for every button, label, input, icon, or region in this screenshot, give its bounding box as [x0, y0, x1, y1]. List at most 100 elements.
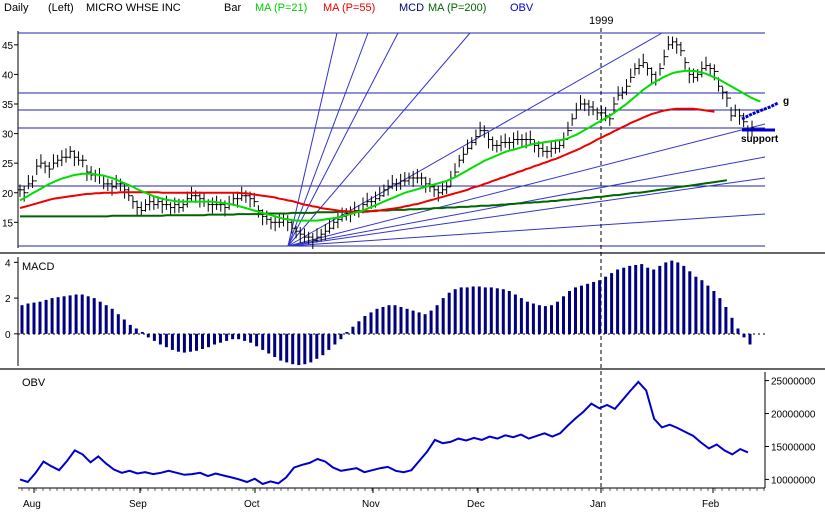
- macd-bar: [501, 289, 505, 334]
- macd-bar: [20, 305, 24, 334]
- macd-y-ticks: 0 2 4: [5, 258, 18, 341]
- price-y-tick-label: 20: [2, 189, 14, 200]
- macd-bar: [694, 276, 698, 334]
- macd-bar: [182, 333, 186, 353]
- period-label: Daily: [4, 2, 29, 14]
- macd-bar: [423, 314, 427, 334]
- gann-fan-line: [287, 156, 766, 247]
- macd-bar: [225, 333, 229, 341]
- macd-bar: [495, 288, 499, 334]
- macd-bar: [297, 333, 301, 366]
- gann-fan-line: [287, 177, 766, 247]
- macd-bar: [309, 333, 313, 363]
- x-tick-label: Nov: [362, 499, 380, 510]
- price-y-tick-label: 35: [2, 100, 14, 111]
- macd-bar: [285, 333, 289, 363]
- macd-bar: [189, 333, 192, 352]
- macd-bar: [562, 296, 565, 334]
- g-label: g: [783, 96, 789, 107]
- macd-bar: [706, 285, 710, 334]
- macd-bar: [255, 333, 259, 347]
- macd-bar: [80, 294, 84, 334]
- macd-bar: [688, 271, 692, 334]
- ma55-line: [19, 107, 715, 213]
- gann-fan-line: [287, 32, 338, 247]
- macd-bar: [465, 287, 469, 334]
- macd-bar: [447, 292, 451, 334]
- macd-bar: [646, 267, 650, 334]
- macd-bar: [676, 262, 680, 334]
- price-y-tick-label: 45: [2, 41, 14, 52]
- macd-bar: [68, 295, 72, 334]
- ma200-legend: MA (P=200): [428, 2, 486, 14]
- macd-bar: [339, 333, 343, 340]
- macd-bar: [176, 333, 180, 352]
- macd-bar: [170, 333, 174, 350]
- x-tick-label: Sep: [129, 499, 147, 510]
- macd-bar: [110, 308, 114, 334]
- macd-bar: [405, 308, 409, 334]
- macd-bar: [369, 312, 373, 334]
- macd-bar: [598, 280, 602, 334]
- macd-bar: [357, 321, 361, 334]
- macd-title: MACD: [22, 261, 54, 273]
- macd-bar: [321, 333, 325, 356]
- macd-bar: [32, 302, 36, 334]
- macd-y-tick-label: 4: [5, 258, 11, 269]
- macd-bar: [375, 308, 379, 334]
- x-tick-label: Jan: [590, 499, 606, 510]
- price-y-tick-label: 30: [2, 130, 14, 141]
- macd-bar: [489, 287, 493, 334]
- macd-bar: [411, 310, 415, 334]
- obv-y-tick-label: 15000000: [771, 442, 816, 453]
- chart-header: Daily (Left) MICRO WHSE INC Bar MA (P=21…: [4, 2, 613, 27]
- macd-bar: [152, 333, 156, 341]
- macd-bar: [363, 316, 367, 334]
- macd-bar: [158, 333, 162, 345]
- horizontal-levels: [18, 32, 765, 247]
- macd-bar: [104, 305, 108, 334]
- macd-bar: [273, 333, 277, 357]
- macd-bar: [116, 314, 120, 334]
- macd-bar: [441, 298, 445, 334]
- macd-bar: [44, 299, 48, 334]
- macd-bar: [315, 333, 319, 359]
- macd-bar: [459, 287, 463, 334]
- gann-fan-line: [287, 32, 663, 247]
- macd-bar: [574, 287, 577, 334]
- macd-bar: [592, 282, 596, 334]
- macd-bar: [146, 333, 150, 338]
- macd-bar: [652, 269, 656, 334]
- macd-bar: [128, 324, 132, 334]
- macd-bar: [267, 333, 271, 354]
- ma21-line: [19, 69, 761, 222]
- macd-bar: [399, 307, 403, 334]
- macd-bar: [417, 312, 421, 334]
- price-bars: [18, 35, 754, 249]
- macd-bar: [92, 298, 96, 334]
- macd-bar: [207, 333, 210, 348]
- macd-bar: [568, 291, 571, 334]
- macd-bar: [682, 265, 686, 334]
- macd-bar: [586, 283, 590, 334]
- macd-bar: [507, 291, 511, 334]
- macd-bar: [453, 289, 457, 334]
- macd-bar: [664, 262, 668, 334]
- year-marker: 1999: [589, 15, 613, 27]
- macd-bar: [670, 260, 674, 334]
- security-title: MICRO WHSE INC: [86, 2, 181, 14]
- x-tick-label: Feb: [702, 499, 720, 510]
- macd-bar: [50, 298, 54, 334]
- macd-bar: [730, 317, 734, 334]
- macd-bar: [724, 307, 728, 334]
- ma21-legend: MA (P=21): [255, 2, 307, 14]
- support-label: support: [741, 134, 779, 145]
- x-tick-label: Dec: [467, 499, 485, 510]
- macd-bar: [279, 333, 283, 361]
- ma55-legend: MA (P=55): [323, 2, 375, 14]
- obv-y-tick-label: 10000000: [771, 475, 816, 486]
- macd-bar: [742, 333, 746, 338]
- macd-bar: [550, 305, 553, 334]
